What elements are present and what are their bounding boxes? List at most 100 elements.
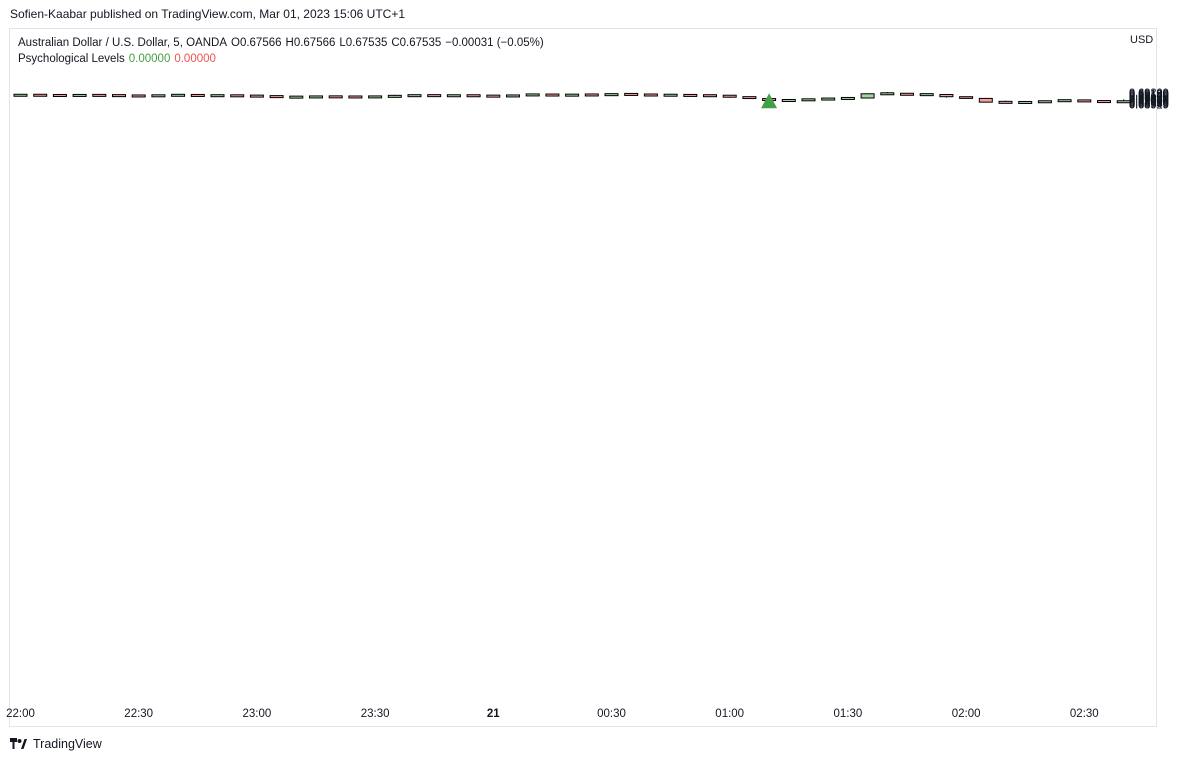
- price-change: −0.00031 (−0.05%): [445, 37, 544, 49]
- candle-body-down: [959, 96, 974, 99]
- candle-body-down: [703, 94, 717, 98]
- ohlc-high: H0.67566: [285, 37, 336, 49]
- candle-body-down: [978, 97, 993, 103]
- candle-body-down: [1077, 99, 1092, 103]
- candle-body-down: [466, 94, 481, 98]
- candle-body-up: [309, 95, 323, 99]
- indicator-legend-row: Psychological Levels 0.00000 0.00000: [18, 51, 548, 67]
- indicator-value-1: 0.00000: [128, 53, 171, 65]
- time-axis-label: 22:00: [6, 708, 35, 720]
- price-axis-label: 0.69140: [1129, 90, 1169, 102]
- chart-legend: Australian Dollar / U.S. Dollar, 5, OAND…: [18, 35, 548, 67]
- candle-body-down: [486, 94, 501, 98]
- candle-body-up: [1057, 99, 1072, 103]
- candle-body-down: [92, 93, 107, 97]
- candle-body-up: [446, 94, 461, 98]
- ohlc-low: L0.67535: [339, 37, 388, 49]
- candle-body-up: [171, 93, 186, 97]
- candle-body-up: [781, 98, 796, 102]
- candle-body-down: [722, 94, 737, 98]
- price-axis-label: 0.68929: [1129, 100, 1169, 112]
- footer-brand-name: TradingView: [33, 737, 102, 751]
- candle-body-up: [289, 95, 304, 99]
- buy-signal-triangle-icon: [761, 93, 778, 109]
- candle-body-down: [683, 93, 698, 97]
- price-axis-label: 0.68975: [1129, 97, 1169, 109]
- candle-body-down: [998, 100, 1013, 104]
- candle-body-up: [860, 93, 875, 99]
- candle-body-down: [112, 94, 126, 98]
- price-axis-label: 0.69180: [1129, 88, 1169, 100]
- time-axis-label: 02:30: [1070, 708, 1099, 720]
- ohlc-close: C0.67535: [391, 37, 442, 49]
- candle-body-up: [72, 93, 87, 97]
- time-axis-label: 23:00: [243, 708, 272, 720]
- time-axis-label: 21: [487, 708, 500, 720]
- candle-body-up: [604, 93, 619, 97]
- candle-body-down: [190, 93, 205, 97]
- candle-body-up: [801, 98, 816, 102]
- candle-body-up: [525, 93, 540, 97]
- candle-body-down: [328, 95, 343, 99]
- candle-body-up: [880, 92, 895, 96]
- candle-body-down: [1097, 100, 1111, 104]
- time-axis-label: 01:00: [715, 708, 744, 720]
- time-axis-label: 01:30: [834, 708, 863, 720]
- price-axis-label: 0.69060: [1129, 93, 1169, 105]
- price-axis-label: 0.68945: [1129, 99, 1169, 111]
- candle-body-up: [663, 93, 678, 97]
- footer-branding: TradingView: [10, 737, 102, 751]
- candle-body-down: [249, 94, 264, 98]
- symbol-legend-row: Australian Dollar / U.S. Dollar, 5, OAND…: [18, 35, 548, 51]
- indicator-value-2: 0.00000: [174, 53, 216, 65]
- candle-body-up: [387, 94, 402, 98]
- price-axis-label: 0.69200: [1129, 87, 1169, 99]
- price-axis-label: 0.69005: [1129, 95, 1169, 107]
- candle-body-down: [33, 93, 48, 97]
- time-axis-label: 22:30: [124, 708, 153, 720]
- candle-body-up: [407, 94, 422, 98]
- candle-body-up: [368, 95, 383, 99]
- candle-body-up: [13, 93, 28, 97]
- candle-body-up: [151, 94, 166, 98]
- price-axis-label: 0.69120: [1129, 90, 1169, 102]
- candle-body-up: [210, 94, 225, 98]
- candle-body-down: [584, 93, 599, 97]
- candle-body-down: [348, 95, 363, 99]
- price-axis-label: 0.69040: [1129, 94, 1169, 106]
- candle-body-up: [840, 96, 855, 100]
- tradingview-logo-icon: [10, 738, 27, 749]
- chart-frame: [9, 28, 1157, 727]
- price-axis-label: 0.68990: [1129, 96, 1169, 108]
- price-axis-label: 0.69020: [1129, 95, 1169, 107]
- candle-body-up: [1037, 100, 1052, 104]
- price-axis-label: 0.68960: [1129, 98, 1169, 110]
- candle-body-up: [919, 93, 934, 97]
- time-axis-label: 02:00: [952, 708, 981, 720]
- candle-body-up: [1116, 100, 1131, 104]
- publisher-caption: Sofien-Kaabar published on TradingView.c…: [10, 7, 406, 21]
- candle-body-down: [230, 94, 245, 98]
- candle-body-down: [131, 94, 146, 98]
- candle-body-down: [742, 96, 757, 100]
- candle-body-down: [643, 93, 658, 97]
- candle-body-up: [821, 97, 836, 101]
- time-axis-label: 00:30: [597, 708, 626, 720]
- price-axis-label: 0.69080: [1129, 92, 1169, 104]
- ohlc-open: O0.67566: [231, 37, 282, 49]
- price-axis-label: 0.69100: [1129, 91, 1169, 103]
- candle-body-down: [624, 92, 639, 96]
- candle-body-down: [545, 93, 560, 97]
- candle-body-down: [900, 92, 914, 96]
- candle-body-down: [52, 93, 67, 97]
- candle-body-down: [939, 93, 954, 98]
- symbol-title[interactable]: Australian Dollar / U.S. Dollar, 5, OAND…: [18, 37, 227, 49]
- candle-body-down: [269, 95, 284, 99]
- candle-body-up: [1018, 100, 1033, 104]
- currency-label[interactable]: USD: [1130, 34, 1154, 46]
- price-axis-label: 0.69160: [1129, 89, 1169, 101]
- time-axis-label: 23:30: [361, 708, 390, 720]
- candle-body-up: [506, 94, 520, 98]
- indicator-name[interactable]: Psychological Levels: [18, 53, 125, 65]
